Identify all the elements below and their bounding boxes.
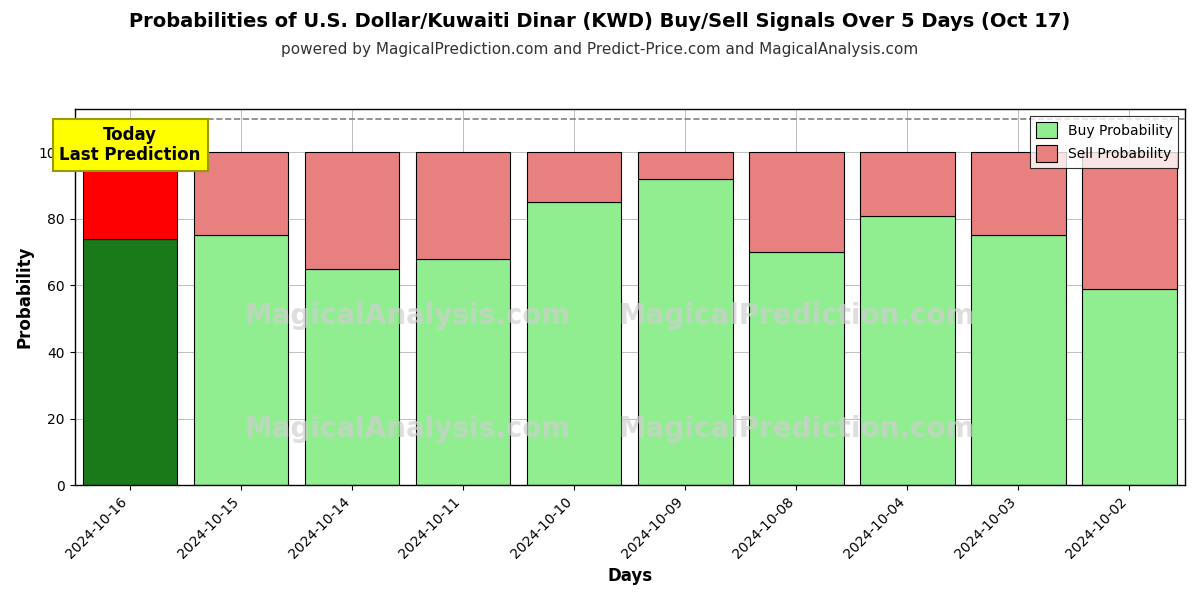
Bar (638, 179, 732, 485)
Bar (527, 152, 622, 202)
Bar (860, 215, 955, 485)
Text: Today
Last Prediction: Today Last Prediction (60, 125, 200, 164)
Bar (971, 152, 1066, 235)
Bar (527, 202, 622, 485)
Bar (194, 152, 288, 235)
Bar (305, 269, 400, 485)
Bar (749, 152, 844, 252)
Bar (971, 235, 1066, 485)
Bar (638, 152, 732, 179)
Text: MagicalAnalysis.com: MagicalAnalysis.com (245, 415, 571, 443)
Text: powered by MagicalPrediction.com and Predict-Price.com and MagicalAnalysis.com: powered by MagicalPrediction.com and Pre… (281, 42, 919, 57)
Bar (416, 259, 510, 485)
Bar (1082, 289, 1177, 485)
Legend: Buy Probability, Sell Probability: Buy Probability, Sell Probability (1030, 116, 1178, 168)
X-axis label: Days: Days (607, 567, 653, 585)
Bar (416, 152, 510, 259)
Bar (305, 152, 400, 269)
Bar (1082, 152, 1177, 289)
Bar (83, 239, 178, 485)
Bar (749, 252, 844, 485)
Text: MagicalPrediction.com: MagicalPrediction.com (618, 415, 974, 443)
Bar (83, 152, 178, 239)
Bar (194, 235, 288, 485)
Bar (860, 152, 955, 215)
Text: MagicalAnalysis.com: MagicalAnalysis.com (245, 302, 571, 330)
Y-axis label: Probability: Probability (16, 246, 34, 349)
Text: MagicalPrediction.com: MagicalPrediction.com (618, 302, 974, 330)
Text: Probabilities of U.S. Dollar/Kuwaiti Dinar (KWD) Buy/Sell Signals Over 5 Days (O: Probabilities of U.S. Dollar/Kuwaiti Din… (130, 12, 1070, 31)
